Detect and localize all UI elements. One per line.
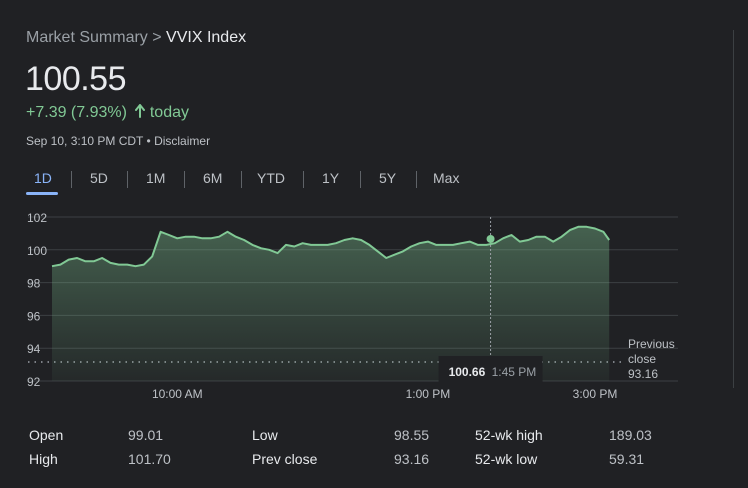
panel-divider: [733, 30, 734, 388]
y-tick-label: 102: [27, 211, 47, 225]
stat-value-prev-close: 93.16: [394, 451, 430, 467]
stat-label-low: Low: [252, 427, 278, 443]
tab-separator: [360, 171, 361, 188]
y-tick-label: 98: [27, 277, 41, 291]
y-tick-label: 94: [27, 342, 41, 356]
tooltip-box: [438, 356, 543, 384]
disclaimer-link[interactable]: Disclaimer: [154, 134, 211, 148]
series-line: [51, 225, 611, 268]
previous-close-label: Previous close 93.16: [628, 337, 675, 381]
tab-6m[interactable]: 6M: [203, 170, 223, 186]
stats-table: Open 99.01 High 101.70 Low 98.55 Prev cl…: [0, 420, 748, 480]
stat-value-high: 101.70: [128, 451, 171, 467]
price-change-period: today: [149, 104, 189, 121]
tab-separator: [416, 171, 417, 188]
tab-separator: [127, 171, 128, 188]
breadcrumb: Market Summary > VVIX Index: [26, 29, 246, 47]
arrow-up-icon: [135, 104, 146, 118]
x-tick-label: 1:00 PM: [406, 387, 451, 401]
y-tick-label: 96: [27, 309, 41, 323]
tooltip-value: 100.66: [449, 365, 486, 379]
tab-1d[interactable]: 1D: [34, 170, 52, 186]
active-tab-indicator: [26, 192, 58, 195]
tab-separator: [71, 171, 72, 188]
previous-close-label-line: close: [628, 352, 656, 366]
breadcrumb-parent-link[interactable]: Market Summary: [26, 29, 148, 46]
tab-5d[interactable]: 5D: [90, 170, 108, 186]
current-price: 100.55: [25, 60, 127, 98]
price-chart[interactable]: 102 100 98 96 94 92 Previous close 93.16 100.66 1:…: [0, 200, 748, 405]
breadcrumb-separator: >: [152, 29, 162, 46]
x-tick-label: 3:00 PM: [573, 387, 618, 401]
tab-ytd[interactable]: YTD: [257, 170, 285, 186]
stat-label-52wk-high: 52-wk high: [475, 427, 543, 443]
timestamp: Sep 10, 3:10 PM CDT: [26, 134, 144, 148]
hover-point: [486, 234, 495, 243]
tab-5y[interactable]: 5Y: [379, 170, 397, 186]
previous-close-value: 93.16: [628, 367, 658, 381]
previous-close-label-line: Previous: [628, 337, 675, 351]
stat-label-open: Open: [29, 427, 64, 443]
tooltip-time: 1:45 PM: [492, 365, 537, 379]
y-tick-label: 92: [27, 375, 41, 389]
tab-separator: [241, 171, 242, 188]
price-change-value: +7.39 (7.93%): [26, 104, 127, 121]
stat-label-prev-close: Prev close: [252, 451, 318, 467]
tab-1m[interactable]: 1M: [146, 170, 166, 186]
x-tick-label: 10:00 AM: [152, 387, 203, 401]
stat-value-52wk-high: 189.03: [609, 427, 652, 443]
series-area: [52, 226, 610, 381]
y-tick-label: 100: [27, 244, 47, 258]
tab-separator: [303, 171, 304, 188]
stat-value-low: 98.55: [394, 427, 430, 443]
breadcrumb-current: VVIX Index: [166, 29, 247, 46]
price-change: +7.39 (7.93%) today: [26, 104, 189, 122]
timestamp-row: Sep 10, 3:10 PM CDT • Disclaimer: [26, 134, 210, 148]
stat-label-52wk-low: 52-wk low: [475, 451, 538, 467]
tab-max[interactable]: Max: [433, 170, 460, 186]
timestamp-separator: •: [146, 134, 151, 148]
stat-value-open: 99.01: [128, 427, 164, 443]
stat-label-high: High: [29, 451, 58, 467]
tab-1y[interactable]: 1Y: [322, 170, 340, 186]
tab-separator: [184, 171, 185, 188]
stat-value-52wk-low: 59.31: [609, 451, 645, 467]
